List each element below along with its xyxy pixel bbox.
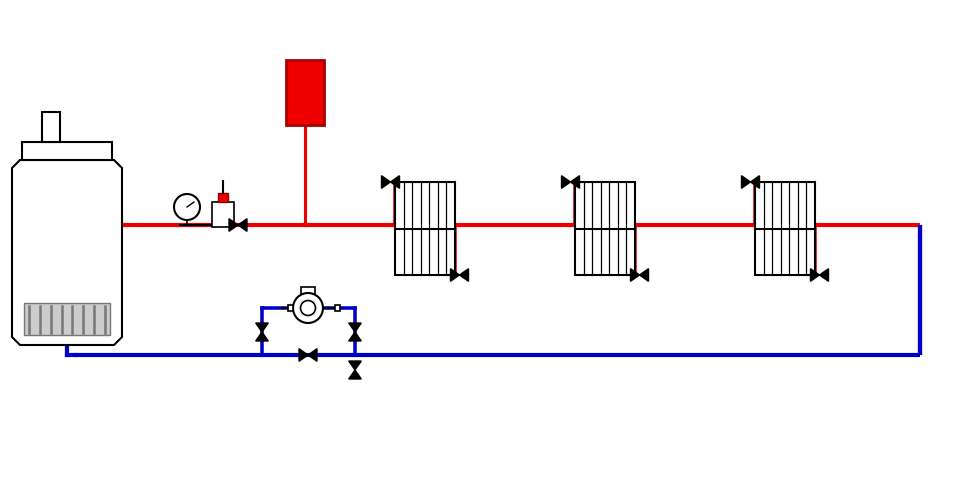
Polygon shape [348,370,361,379]
Bar [575,182,635,275]
Polygon shape [308,348,317,361]
Polygon shape [391,176,399,188]
Polygon shape [741,176,751,188]
Bar [756,183,762,274]
Bar [288,305,293,311]
Bar [286,60,324,125]
Bar [755,182,815,275]
Polygon shape [631,269,639,281]
Bar [619,183,625,274]
Polygon shape [381,176,391,188]
Polygon shape [255,332,268,341]
Bar [807,183,814,274]
Bar [24,303,110,335]
Bar [301,287,315,300]
Circle shape [174,194,200,220]
Bar [764,183,771,274]
Polygon shape [639,269,649,281]
Bar [593,183,600,274]
Bar [576,183,583,274]
Bar [602,183,609,274]
Bar [22,142,112,160]
Polygon shape [238,219,247,231]
Polygon shape [299,348,308,361]
Bar [335,305,340,311]
Polygon shape [348,332,361,341]
Polygon shape [460,269,468,281]
Bar [413,183,420,274]
Bar [218,193,228,202]
Polygon shape [562,176,570,188]
Bar [404,183,411,274]
Polygon shape [255,323,268,332]
Bar [781,183,788,274]
Bar [799,183,805,274]
Polygon shape [348,361,361,370]
Polygon shape [810,269,820,281]
Bar [396,183,402,274]
Bar [611,183,617,274]
Polygon shape [751,176,759,188]
Polygon shape [450,269,460,281]
Polygon shape [570,176,580,188]
Polygon shape [820,269,828,281]
Bar [430,183,437,274]
Circle shape [293,293,323,323]
Bar [773,183,780,274]
Bar [447,183,454,274]
Bar [790,183,797,274]
Bar [439,183,445,274]
Bar [585,183,591,274]
Bar [628,183,634,274]
Polygon shape [229,219,238,231]
Bar [42,112,60,142]
Bar [395,182,455,275]
Bar [421,183,428,274]
Polygon shape [348,323,361,332]
Polygon shape [12,160,122,345]
Bar [212,202,234,227]
Circle shape [300,300,316,315]
